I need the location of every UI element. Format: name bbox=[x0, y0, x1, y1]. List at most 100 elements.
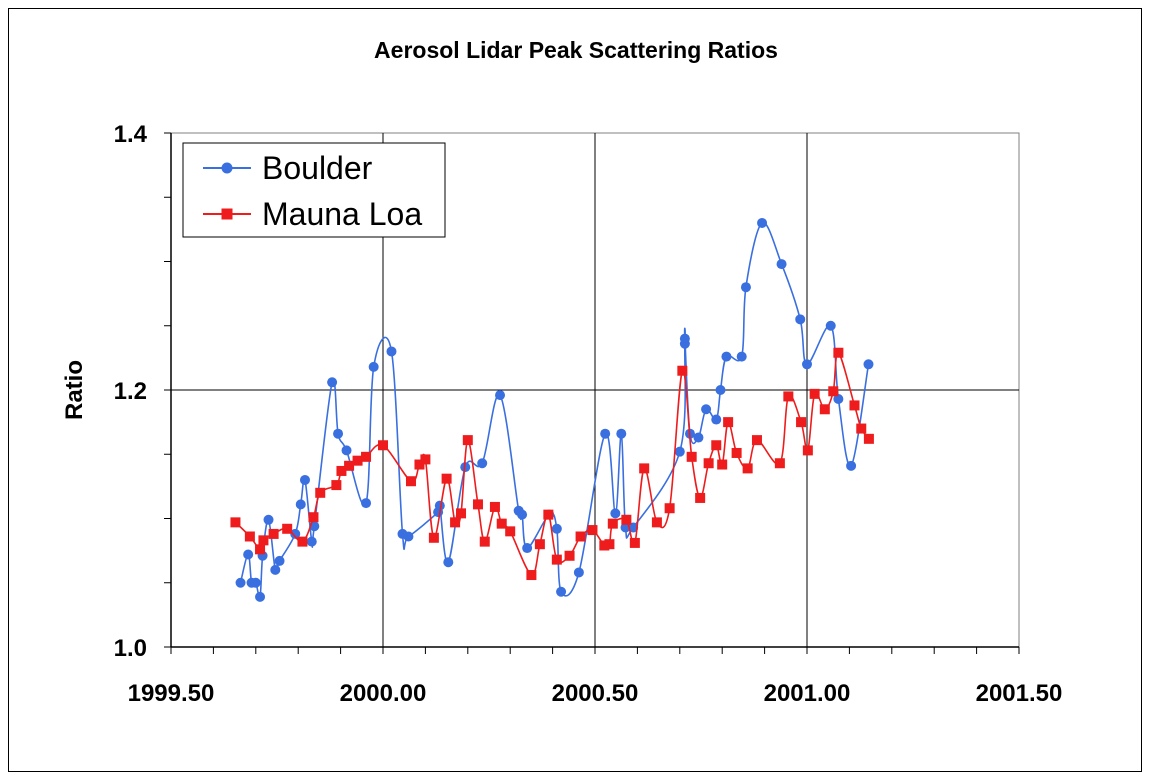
boulder-point bbox=[740, 282, 751, 293]
mauna-loa-point bbox=[711, 440, 722, 451]
legend-label: Mauna Loa bbox=[262, 196, 422, 232]
boulder-point bbox=[263, 514, 274, 525]
mauna-loa-point bbox=[405, 476, 416, 487]
mauna-loa-point bbox=[479, 536, 490, 547]
mauna-loa-point bbox=[607, 518, 618, 529]
mauna-loa-point bbox=[255, 544, 266, 555]
boulder-point bbox=[802, 359, 812, 370]
legend-item-boulder: Boulder bbox=[203, 150, 373, 186]
mauna-loa-point bbox=[796, 417, 807, 428]
mauna-loa-point bbox=[856, 423, 867, 434]
boulder-point bbox=[341, 445, 352, 456]
mauna-loa-point bbox=[414, 459, 425, 470]
mauna-loa-point bbox=[352, 455, 363, 466]
boulder-point bbox=[833, 393, 844, 404]
boulder-point bbox=[522, 543, 533, 554]
mauna-loa-point bbox=[774, 458, 785, 469]
mauna-loa-point bbox=[723, 417, 734, 428]
mauna-loa-point bbox=[336, 465, 347, 476]
mauna-loa-point bbox=[695, 492, 706, 503]
mauna-loa-point bbox=[282, 523, 293, 534]
boulder-point bbox=[243, 549, 254, 560]
mauna-loa-point bbox=[361, 451, 372, 462]
mauna-loa-point bbox=[564, 550, 575, 561]
boulder-point bbox=[736, 351, 747, 362]
mauna-loa-point bbox=[575, 531, 586, 542]
mauna-loa-point bbox=[677, 365, 688, 376]
axes: 1999.50 2000.00 2000.50 2001.00 2001.50 1.0 1.… bbox=[114, 121, 1063, 707]
y-axis-title: Ratio bbox=[61, 360, 88, 420]
boulder-point bbox=[573, 567, 584, 578]
legend: Boulder Mauna Loa bbox=[182, 142, 446, 238]
mauna-loa-point bbox=[604, 539, 615, 550]
mauna-loa-point bbox=[505, 526, 516, 537]
boulder-point bbox=[757, 217, 768, 228]
mauna-loa-point bbox=[802, 445, 813, 456]
mauna-loa-point bbox=[703, 458, 714, 469]
mauna-loa-point bbox=[651, 517, 662, 528]
mauna-loa-point bbox=[819, 404, 830, 415]
boulder-point bbox=[674, 446, 685, 457]
mauna-loa-point bbox=[599, 540, 610, 551]
boulder-point bbox=[693, 432, 704, 443]
boulder-point bbox=[443, 557, 454, 568]
mauna-loa-point bbox=[315, 487, 326, 498]
x-tick-label: 2000.50 bbox=[552, 680, 639, 707]
boulder-point bbox=[386, 346, 397, 357]
mauna-loa-point bbox=[462, 435, 473, 446]
boulder-point bbox=[721, 351, 732, 362]
boulder-point bbox=[290, 528, 301, 539]
mauna-loa-point bbox=[751, 435, 762, 446]
mauna-loa-point bbox=[456, 508, 467, 519]
x-tick-label: 2000.00 bbox=[340, 680, 427, 707]
mauna-loa-point bbox=[308, 512, 319, 523]
mauna-loa-point bbox=[331, 480, 342, 491]
mauna-loa-point bbox=[717, 459, 728, 470]
boulder-point bbox=[250, 577, 261, 588]
legend-box bbox=[182, 142, 446, 238]
mauna-loa-point bbox=[244, 531, 255, 542]
mauna-loa-point bbox=[489, 501, 500, 512]
boulder-point bbox=[551, 523, 562, 534]
boulder-point bbox=[556, 586, 567, 597]
boulder-point bbox=[517, 509, 528, 520]
chart-title: Aerosol Lidar Peak Scattering Ratios bbox=[374, 37, 778, 63]
mauna-loa-point bbox=[258, 535, 269, 546]
legend-label: Boulder bbox=[262, 150, 373, 186]
mauna-loa-point bbox=[828, 386, 839, 397]
mauna-loa-point bbox=[629, 537, 640, 548]
boulder-point bbox=[628, 522, 639, 533]
mauna-loa-point bbox=[783, 391, 794, 402]
mauna-loa-point bbox=[639, 463, 650, 474]
boulder-point bbox=[863, 359, 874, 370]
mauna-loa-point bbox=[621, 514, 632, 525]
boulder-point bbox=[616, 428, 627, 439]
mauna-loa-point bbox=[526, 570, 537, 581]
boulder-point bbox=[610, 508, 621, 519]
boulder-point bbox=[825, 320, 836, 331]
legend-marker bbox=[221, 208, 233, 220]
mauna-loa-point bbox=[420, 454, 431, 465]
boulder-point bbox=[255, 591, 266, 602]
x-tick-label: 2001.50 bbox=[976, 680, 1063, 707]
series-mauna-loa bbox=[230, 347, 874, 581]
mauna-loa-point bbox=[849, 400, 860, 411]
y-tick-label: 1.2 bbox=[114, 378, 147, 405]
boulder-point bbox=[368, 361, 379, 372]
boulder-point bbox=[711, 414, 722, 425]
mauna-loa-point bbox=[664, 503, 675, 514]
mauna-loa-point bbox=[268, 528, 279, 539]
boulder-point bbox=[295, 499, 306, 510]
mauna-loa-point bbox=[297, 536, 308, 547]
mauna-loa-point bbox=[344, 460, 355, 471]
chart-frame bbox=[8, 8, 1142, 772]
boulder-point bbox=[495, 390, 506, 401]
mauna-loa-point bbox=[833, 347, 844, 358]
boulder-point bbox=[270, 564, 281, 575]
legend-marker bbox=[221, 162, 233, 174]
mauna-loa-point bbox=[587, 525, 598, 536]
mauna-loa-point bbox=[230, 517, 241, 528]
y-tick-label: 1.4 bbox=[114, 121, 148, 148]
boulder-point bbox=[715, 385, 726, 395]
